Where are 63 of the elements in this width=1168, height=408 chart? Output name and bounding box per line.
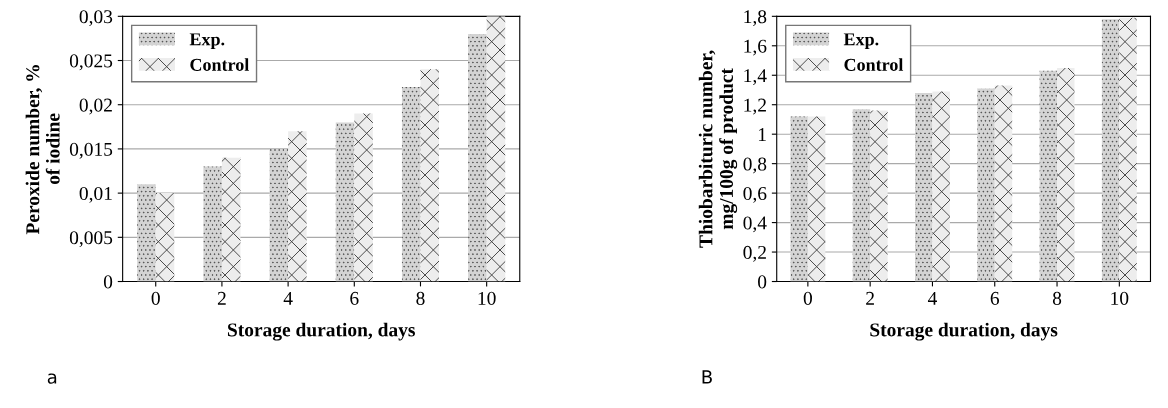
y-tick-label: 1,6	[744, 39, 767, 56]
y-tick-label: 0,4	[743, 216, 767, 233]
bar	[269, 148, 289, 282]
legend-label: Control	[190, 58, 249, 71]
bar	[977, 88, 995, 282]
text: a	[47, 373, 57, 384]
x-tick-label: 4	[283, 291, 293, 305]
bar	[401, 87, 421, 282]
bar	[1039, 70, 1058, 282]
y-tick-label: 0,005	[69, 231, 113, 248]
x-tick-label: 6	[990, 291, 1000, 305]
x-tick-label: 6	[350, 291, 359, 305]
y-axis-title: Thiobarbituric number, mg/100g of product	[698, 50, 738, 248]
bar	[155, 193, 175, 282]
y-tick-label: 0,2	[743, 245, 766, 262]
bar	[420, 69, 440, 282]
x-tick-label: 2	[866, 291, 874, 305]
y-tick-label: 0,8	[743, 157, 767, 174]
bar	[790, 116, 808, 282]
y-axis-title: Peroxide number, % of iodine	[25, 65, 60, 235]
bar	[915, 92, 933, 282]
bar	[852, 109, 871, 282]
bar	[335, 122, 355, 282]
bar	[288, 131, 307, 282]
legend-label: Control	[844, 58, 904, 71]
x-tick-label: 0	[803, 291, 812, 305]
bar	[870, 110, 888, 282]
y-tick-label: 0,01	[79, 186, 112, 203]
y-tick-label: 0,015	[69, 142, 113, 159]
bar	[137, 184, 156, 282]
bar	[486, 16, 506, 282]
y-tick-label: 0,025	[69, 54, 113, 71]
bar	[1101, 19, 1120, 282]
bar	[203, 166, 222, 282]
x-tick-label: 0	[151, 291, 160, 305]
x-tick-label: 8	[416, 291, 425, 305]
bar	[807, 116, 826, 282]
text: B	[702, 370, 712, 384]
legend-label: Exp.	[843, 33, 879, 50]
bar	[468, 34, 487, 282]
y-tick-label: 1,2	[744, 98, 766, 115]
y-tick-label: 1	[758, 128, 766, 141]
bar	[994, 85, 1013, 282]
bar	[932, 91, 950, 282]
x-axis-title: Storage duration, days	[227, 322, 415, 341]
bar	[1057, 67, 1075, 282]
x-tick-label: 2	[217, 291, 226, 305]
bar	[221, 157, 241, 282]
y-tick-label: 1,8	[744, 10, 767, 27]
y-tick-label: 0	[758, 275, 767, 289]
y-tick-label: 1,4	[744, 69, 767, 85]
x-tick-label: 10	[478, 291, 496, 305]
y-tick-label: 0,02	[79, 98, 112, 115]
y-tick-label: 0,03	[79, 10, 113, 27]
bar	[1119, 17, 1137, 282]
y-tick-label: 0	[103, 275, 113, 289]
x-tick-label: 4	[927, 291, 938, 305]
bar	[354, 113, 373, 282]
y-tick-label: 0,6	[743, 186, 767, 203]
x-axis-title: Storage duration, days	[870, 322, 1058, 341]
x-tick-label: 10	[1111, 291, 1129, 305]
x-tick-label: 8	[1052, 291, 1062, 305]
legend-label: Exp.	[189, 33, 225, 50]
